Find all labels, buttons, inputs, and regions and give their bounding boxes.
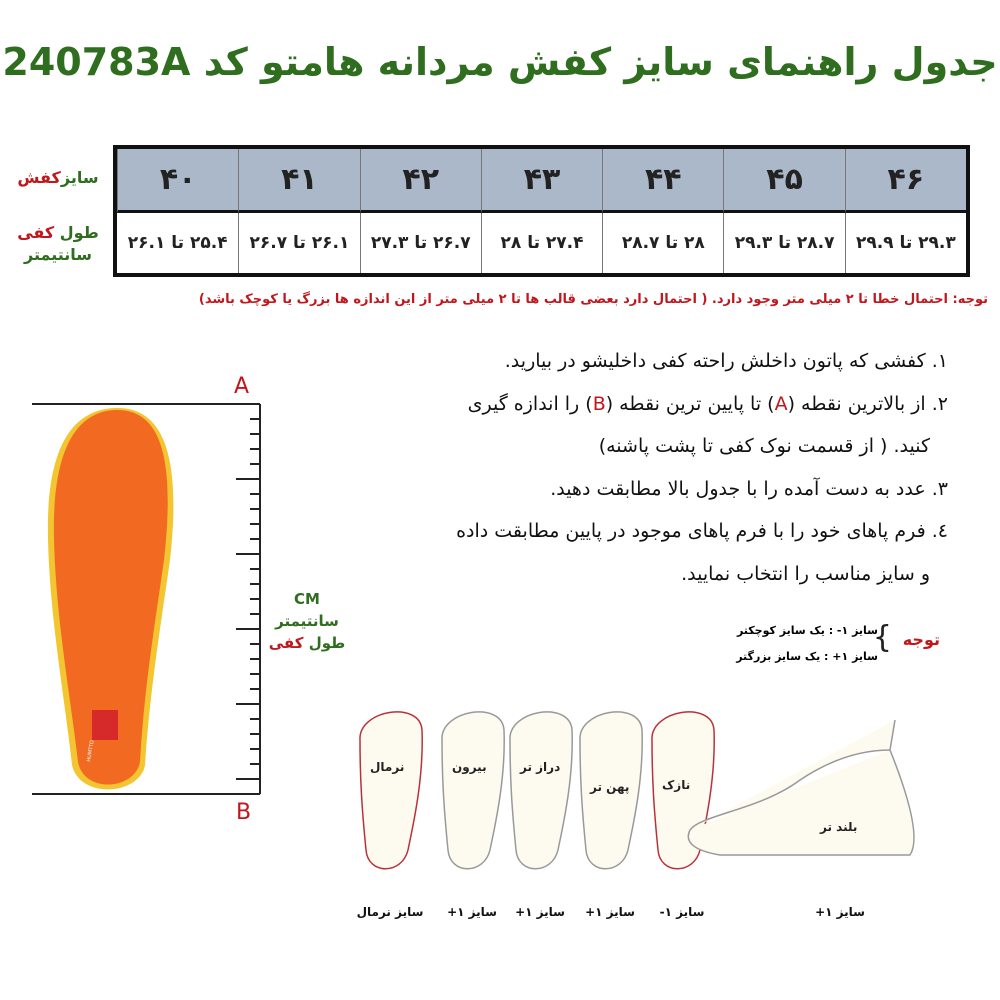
size-cell: ۴۳ bbox=[480, 149, 603, 213]
length-cell: ۲۶.۱ تا ۲۶.۷ bbox=[238, 213, 359, 273]
foot-types bbox=[359, 711, 915, 870]
length-cell: ۲۸ تا ۲۸.۷ bbox=[602, 213, 723, 273]
step-3: ۳. عدد به دست آمده را با جدول بالا مطابق… bbox=[550, 477, 948, 500]
page-title: جدول راهنمای سایز کفش مردانه هامتو کد 24… bbox=[2, 40, 998, 84]
insole-body bbox=[53, 409, 168, 785]
row-label-length: طول کفی سانتیمتر bbox=[8, 222, 108, 266]
length-cell: ۲۹.۳ تا ۲۹.۹ bbox=[844, 213, 966, 273]
foot-type-label: بیرون bbox=[452, 760, 487, 774]
foot-type-label: نازک bbox=[662, 778, 691, 792]
instructions: ۱. کفشی که پاتون داخلش راحته کفی داخلیشو… bbox=[348, 340, 948, 596]
foot-type-label: نرمال bbox=[370, 760, 405, 774]
foot-type-label: بلند تر bbox=[820, 820, 858, 834]
label-part: طول bbox=[59, 223, 99, 242]
step-1: ۱. کفشی که پاتون داخلش راحته کفی داخلیشو… bbox=[504, 350, 948, 372]
length-cell: ۲۶.۷ تا ۲۷.۳ bbox=[359, 213, 481, 273]
foot-outline bbox=[441, 711, 505, 870]
label-part: کفی bbox=[17, 223, 55, 242]
label-part: کفش bbox=[17, 168, 61, 187]
size-cell: ۴۴ bbox=[602, 149, 724, 213]
foot-size-label: سایز نرمال bbox=[356, 905, 424, 919]
length-cell: ۲۷.۴ تا ۲۸ bbox=[480, 213, 602, 273]
foot-outline bbox=[579, 711, 643, 870]
foot-size-label: سایز ۱+ bbox=[447, 905, 497, 919]
foot-size-label: سایز ۱+ bbox=[815, 905, 865, 919]
legend-minus: سایز ۱- : یک سایز کوچکتر bbox=[736, 624, 878, 637]
foot-type-label: پهن تر bbox=[590, 780, 630, 794]
size-table: ۴۶ ۴۵ ۴۴ ۴۳ ۴۲ ۴۱ ۴۰ ۲۹.۳ تا ۲۹.۹ ۲۸.۷ ت… bbox=[113, 145, 970, 277]
insole-diagram bbox=[32, 403, 261, 795]
label-part: کفی bbox=[268, 634, 304, 652]
row-label-size: سایزکفش bbox=[8, 168, 108, 187]
step-4-cont: و سایز مناسب را انتخاب نمایید. bbox=[681, 562, 930, 585]
unit-fa: سانتیمتر bbox=[275, 612, 339, 630]
legend-title: توجه bbox=[902, 630, 940, 649]
step-2: ۲. از بالاترین نقطه (A) تا پایین ترین نق… bbox=[348, 383, 948, 426]
foot-type-label: دراز تر bbox=[520, 760, 561, 774]
point-a-ref: A bbox=[774, 392, 788, 415]
foot-side-outline bbox=[687, 719, 915, 856]
step-text: ) را اندازه گیری bbox=[467, 392, 593, 415]
size-cell: ۴۱ bbox=[238, 149, 360, 213]
step-text: ۲. از بالاترین نقطه ( bbox=[787, 392, 948, 415]
length-cell: ۲۵.۴ تا ۲۶.۱ bbox=[127, 233, 228, 253]
step-text: ) تا پایین ترین نقطه ( bbox=[605, 392, 775, 415]
size-cell: ۴۶ bbox=[844, 149, 966, 213]
point-b-ref: B bbox=[592, 392, 606, 415]
foot-size-label: سایز ۱+ bbox=[585, 905, 635, 919]
foot-outline bbox=[509, 711, 573, 870]
brace-icon: } bbox=[872, 620, 892, 655]
unit-en: CM bbox=[294, 590, 320, 608]
foot-outline bbox=[359, 711, 423, 870]
ruler-ticks bbox=[236, 403, 260, 795]
foot-size-label: سایز ۱+ bbox=[515, 905, 565, 919]
step-2-cont: کنید. ( از قسمت نوک کفی تا پشت پاشنه) bbox=[598, 435, 930, 458]
foot-size-label: سایز ۱- bbox=[659, 905, 705, 919]
label-part: سایز bbox=[60, 168, 99, 187]
legend-plus: سایز ۱+ : یک سایز بزرگتر bbox=[736, 650, 878, 663]
size-legend: توجه } سایز ۱- : یک سایز کوچکتر سایز ۱+ … bbox=[700, 620, 940, 672]
unit-label: CM سانتیمتر طول کفی bbox=[262, 588, 352, 654]
size-cell: ۴۵ bbox=[723, 149, 845, 213]
brand-logo bbox=[92, 710, 118, 740]
point-b-label: B bbox=[236, 800, 252, 825]
label-part: سانتیمتر bbox=[23, 245, 93, 264]
point-a-label: A bbox=[234, 374, 250, 399]
accuracy-note: توجه: احتمال خطا تا ۲ میلی متر وجود دارد… bbox=[198, 292, 988, 307]
length-cell: ۲۸.۷ تا ۲۹.۳ bbox=[723, 213, 844, 273]
label-part: طول bbox=[308, 634, 346, 652]
step-4: ٤. فرم پاهای خود را با فرم پاهای موجود د… bbox=[456, 520, 948, 543]
size-cell: ۴۲ bbox=[359, 149, 481, 213]
size-cell: ۴۰ bbox=[117, 149, 239, 213]
